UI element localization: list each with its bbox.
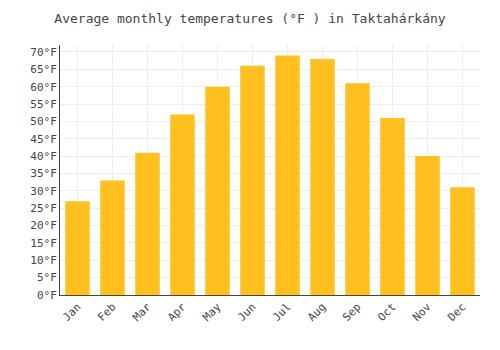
svg-text:Dec: Dec	[445, 301, 468, 324]
svg-text:30°F: 30°F	[30, 185, 57, 198]
svg-text:70°F: 70°F	[30, 46, 57, 59]
svg-text:May: May	[200, 300, 224, 324]
svg-text:Average monthly temperatures (: Average monthly temperatures (°F ) in Ta…	[54, 11, 446, 26]
svg-text:20°F: 20°F	[30, 219, 57, 232]
svg-text:5°F: 5°F	[37, 271, 57, 284]
svg-text:Jul: Jul	[270, 301, 293, 324]
svg-text:Feb: Feb	[95, 301, 118, 324]
svg-text:55°F: 55°F	[30, 98, 57, 111]
svg-text:15°F: 15°F	[30, 237, 57, 250]
svg-text:0°F: 0°F	[37, 289, 57, 302]
svg-text:25°F: 25°F	[30, 202, 57, 215]
svg-text:65°F: 65°F	[30, 63, 57, 76]
svg-text:40°F: 40°F	[30, 150, 57, 163]
svg-text:Jan: Jan	[60, 301, 83, 324]
svg-text:35°F: 35°F	[30, 167, 57, 180]
svg-text:50°F: 50°F	[30, 115, 57, 128]
svg-text:Sep: Sep	[340, 301, 363, 324]
svg-text:Mar: Mar	[130, 300, 154, 324]
svg-text:10°F: 10°F	[30, 254, 57, 267]
svg-text:Nov: Nov	[410, 300, 434, 324]
svg-text:45°F: 45°F	[30, 133, 57, 146]
svg-text:60°F: 60°F	[30, 81, 57, 94]
svg-text:Jun: Jun	[235, 301, 258, 324]
svg-text:Oct: Oct	[375, 301, 398, 324]
svg-text:Apr: Apr	[165, 300, 189, 324]
svg-text:Aug: Aug	[305, 301, 328, 324]
